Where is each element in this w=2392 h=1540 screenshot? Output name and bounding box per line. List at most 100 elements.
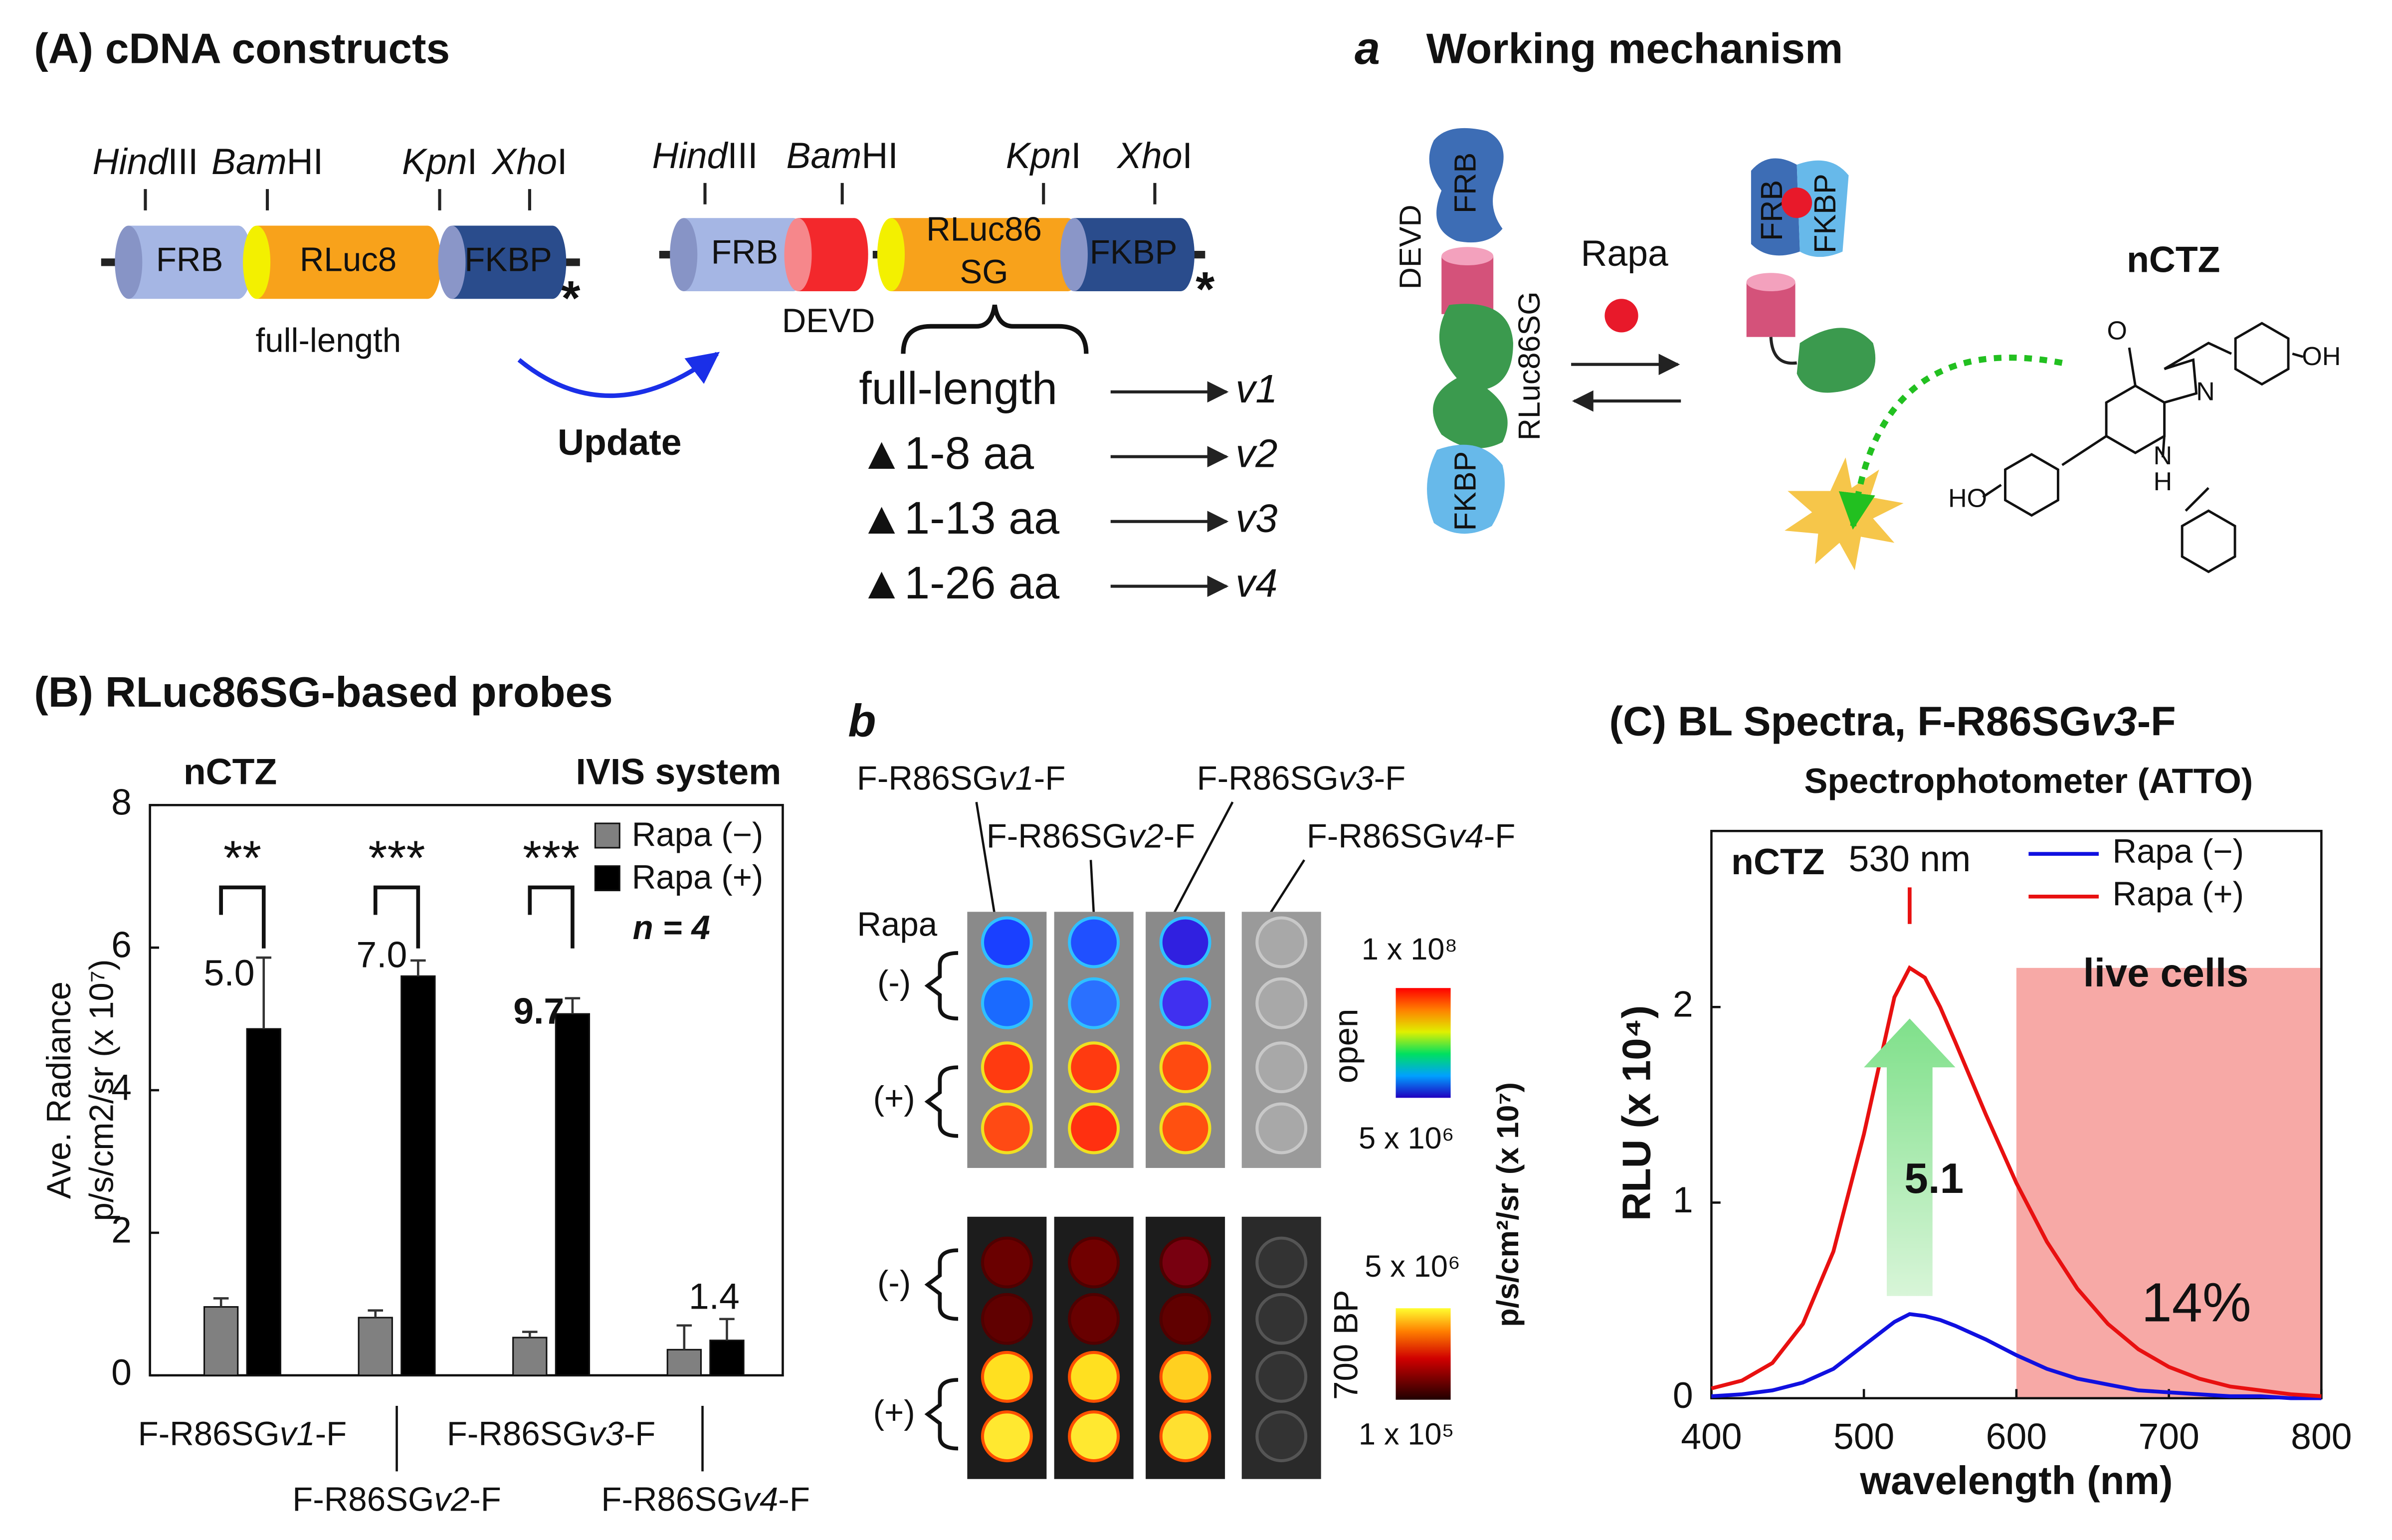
- stop-codon: *: [561, 270, 580, 325]
- well: [1068, 1236, 1120, 1289]
- well: [981, 1236, 1033, 1289]
- panel-title: (B) RLuc86SG-based probes: [34, 669, 612, 716]
- well: [1159, 1236, 1211, 1289]
- annotation: nCTZ: [184, 752, 277, 792]
- well: [1068, 916, 1120, 968]
- domain: [683, 218, 794, 291]
- row-label: (+): [873, 1080, 915, 1117]
- domain-cap: [243, 225, 271, 299]
- text-part: III: [727, 135, 758, 176]
- ring: [2234, 322, 2290, 386]
- fold-label: 5.1: [1904, 1155, 1964, 1202]
- region-label: live cells: [2083, 951, 2248, 995]
- fold-change: 1.4: [689, 1276, 740, 1317]
- substrate-label: nCTZ: [2127, 239, 2220, 280]
- devd-top: [1441, 247, 1494, 265]
- well: [1255, 1293, 1308, 1345]
- text-part: Xho: [491, 142, 557, 183]
- text-part: F-R86SG: [987, 817, 1128, 855]
- devd-top: [1746, 273, 1795, 291]
- frb: [1751, 158, 1800, 256]
- text-part: -F: [624, 1415, 655, 1453]
- text-part: I: [557, 142, 567, 183]
- text-part: -F: [315, 1415, 347, 1453]
- brace: [924, 951, 959, 1021]
- text-part: F-R86SG: [292, 1481, 434, 1518]
- condition-label: open: [1328, 1009, 1365, 1084]
- region-value: 14%: [2142, 1272, 2251, 1333]
- site-label: KpnI: [1006, 135, 1081, 176]
- text-part: v3: [2091, 698, 2137, 744]
- well: [1159, 916, 1211, 968]
- domain: [891, 218, 1068, 291]
- bar: [400, 975, 436, 1376]
- text-part: v4: [743, 1481, 778, 1518]
- well: [1159, 1410, 1211, 1463]
- fkbp: [1427, 444, 1505, 534]
- significance: ***: [368, 830, 425, 885]
- legend-label: Rapa (+): [2113, 876, 2244, 913]
- panel-label: a: [1355, 23, 1380, 74]
- well: [1068, 1350, 1120, 1403]
- annotation: nCTZ: [1731, 841, 1824, 882]
- line: [1711, 1312, 2322, 1400]
- site-label: HindIII: [652, 135, 758, 176]
- text-part: -F: [2137, 698, 2176, 744]
- update-label: Update: [558, 422, 682, 463]
- row-label: (+): [873, 1394, 915, 1431]
- bar: [358, 1317, 393, 1376]
- legend-label: Rapa (−): [2113, 833, 2244, 870]
- frb: [1429, 128, 1504, 243]
- y-axis-label: RLU (x 10⁴): [1614, 1005, 1659, 1221]
- x-tick-label: 500: [1833, 1416, 1894, 1457]
- colorbar-label: 1 x 10⁸: [1362, 932, 1457, 966]
- site-label: BamHI: [787, 135, 898, 176]
- x-tick-label: 700: [2138, 1416, 2199, 1457]
- text-part: v1: [280, 1415, 315, 1453]
- label: FKBP: [1808, 174, 1842, 253]
- probe-label: F-R86SGv4-F: [1307, 817, 1516, 855]
- text-part: Xho: [1116, 135, 1183, 176]
- text-part: I: [467, 142, 477, 183]
- annotation: n = 4: [633, 909, 710, 947]
- y-tick-label: 6: [111, 925, 132, 965]
- colorbar: [1395, 1308, 1451, 1400]
- fold-change: 7.0: [356, 934, 407, 975]
- rluc: [1433, 304, 1513, 448]
- domain-label: FKBP: [464, 241, 552, 279]
- line: [975, 801, 996, 915]
- atom: N: [2196, 378, 2215, 406]
- variant-id: v1: [1235, 367, 1277, 411]
- text-part: v3: [589, 1415, 624, 1453]
- panel-label: b: [848, 696, 876, 747]
- text-part: Kpn: [402, 142, 467, 183]
- label: SG: [960, 253, 1008, 291]
- text-part: -F: [469, 1481, 501, 1518]
- unit-label: p/s/cm²/sr (x 10⁷): [1491, 1082, 1525, 1327]
- site-label: HindIII: [92, 142, 198, 183]
- x-tick-label: F-R86SGv1-F: [138, 1415, 347, 1453]
- probe-label: F-R86SGv1-F: [857, 760, 1066, 797]
- y-axis-label: Ave. Radiance: [40, 981, 78, 1199]
- ligand-label: Rapa: [1581, 233, 1668, 274]
- variant-id: v2: [1235, 431, 1277, 476]
- label: DEVD: [1393, 204, 1427, 289]
- legend-swatch: [594, 865, 620, 892]
- bar: [512, 1337, 548, 1376]
- colorbar-label: 5 x 10⁶: [1359, 1121, 1454, 1155]
- domain-end: [840, 218, 868, 291]
- significance: **: [223, 830, 261, 885]
- line: [1268, 859, 1306, 916]
- variant-id: v4: [1235, 561, 1277, 605]
- linker-label: DEVD: [782, 302, 875, 340]
- row-label: (-): [877, 964, 911, 1001]
- domain-cap: [115, 225, 143, 299]
- atom: HO: [1948, 484, 1987, 513]
- domain-cap: [877, 218, 905, 291]
- well: [981, 977, 1033, 1029]
- atom: N: [2154, 441, 2173, 470]
- probe-label: F-R86SGv2-F: [987, 817, 1196, 855]
- text-part: F-R86SG: [857, 760, 998, 797]
- text-part: Hind: [652, 135, 728, 176]
- well: [1255, 1041, 1308, 1094]
